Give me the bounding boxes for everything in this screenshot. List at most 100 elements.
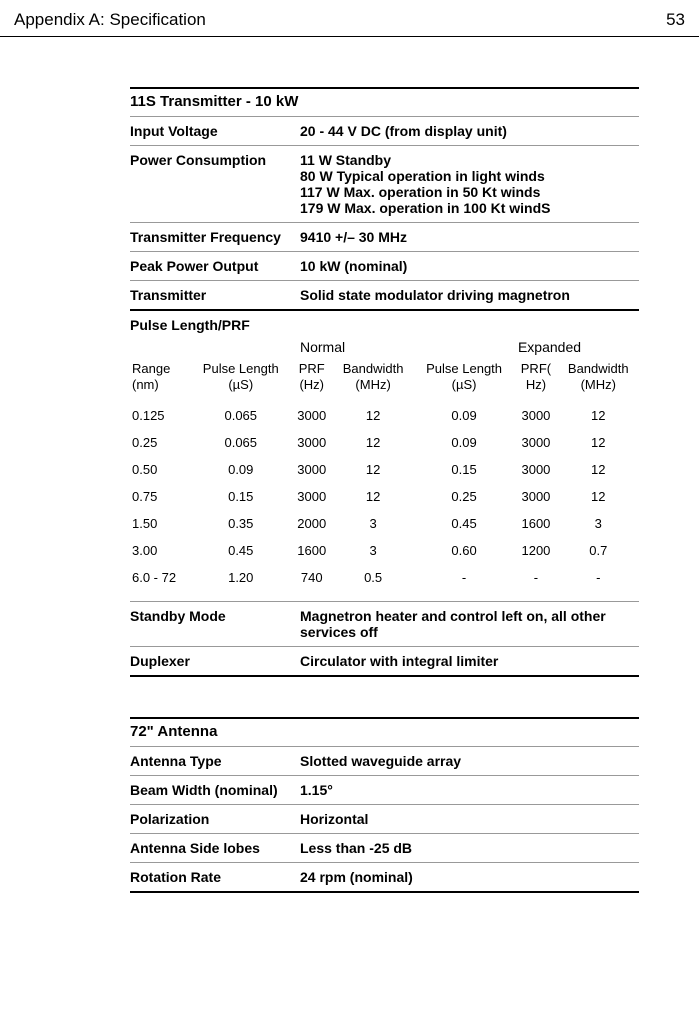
prf-row: 6.0 - 721.207400.5--- bbox=[130, 564, 639, 591]
transmitter-section: 11S Transmitter - 10 kW Input Voltage20 … bbox=[130, 87, 639, 677]
prf-cell: 1.50 bbox=[130, 510, 191, 537]
spec-row: Input Voltage20 - 44 V DC (from display … bbox=[130, 117, 639, 146]
spec-value-line: Horizontal bbox=[300, 811, 639, 827]
mode-headers: Normal Expanded bbox=[130, 339, 639, 355]
prf-row: 0.1250.0653000120.09300012 bbox=[130, 402, 639, 429]
spec-label: Antenna Side lobes bbox=[130, 840, 300, 856]
prf-cell: 3000 bbox=[291, 456, 332, 483]
transmitter-title: 11S Transmitter - 10 kW bbox=[130, 87, 639, 117]
spec-value-line: 24 rpm (nominal) bbox=[300, 869, 639, 885]
spec-label: Input Voltage bbox=[130, 123, 300, 139]
spec-row: Beam Width (nominal)1.15° bbox=[130, 776, 639, 805]
prf-cell: 12 bbox=[558, 456, 639, 483]
spec-value: Horizontal bbox=[300, 811, 639, 827]
spec-value-line: 10 kW (nominal) bbox=[300, 258, 639, 274]
prf-cell: 1200 bbox=[514, 537, 557, 564]
spec-value-line: Solid state modulator driving magnetron bbox=[300, 287, 639, 303]
prf-cell: 3000 bbox=[514, 456, 557, 483]
spec-value: Less than -25 dB bbox=[300, 840, 639, 856]
prf-cell: 3000 bbox=[514, 429, 557, 456]
spec-value: 1.15° bbox=[300, 782, 639, 798]
spec-label: Power Consumption bbox=[130, 152, 300, 216]
spec-value-line: Circulator with integral limiter bbox=[300, 653, 639, 669]
prf-cell: 3 bbox=[332, 537, 413, 564]
spec-label: Peak Power Output bbox=[130, 258, 300, 274]
prf-cell: 0.60 bbox=[414, 537, 515, 564]
prf-cell: 0.5 bbox=[332, 564, 413, 591]
spec-label: Rotation Rate bbox=[130, 869, 300, 885]
prf-cell: 0.25 bbox=[414, 483, 515, 510]
spec-value: 11 W Standby80 W Typical operation in li… bbox=[300, 152, 639, 216]
prf-cell: 1.20 bbox=[191, 564, 292, 591]
prf-cell: 0.09 bbox=[414, 429, 515, 456]
mode-normal: Normal bbox=[300, 339, 460, 355]
prf-column-header: Bandwidth(MHz) bbox=[332, 361, 413, 402]
page-header: Appendix A: Specification 53 bbox=[0, 0, 699, 37]
prf-cell: 0.065 bbox=[191, 429, 292, 456]
prf-cell: 12 bbox=[558, 429, 639, 456]
spec-value: 20 - 44 V DC (from display unit) bbox=[300, 123, 639, 139]
spec-value: 10 kW (nominal) bbox=[300, 258, 639, 274]
prf-cell: 2000 bbox=[291, 510, 332, 537]
spec-label: Duplexer bbox=[130, 653, 300, 669]
prf-column-header: Bandwidth(MHz) bbox=[558, 361, 639, 402]
prf-cell: 0.09 bbox=[414, 402, 515, 429]
prf-cell: 3 bbox=[558, 510, 639, 537]
antenna-section: 72" Antenna Antenna TypeSlotted waveguid… bbox=[130, 717, 639, 893]
prf-table: Range(nm)Pulse Length(µS)PRF(Hz)Bandwidt… bbox=[130, 361, 639, 591]
spec-label: Antenna Type bbox=[130, 753, 300, 769]
prf-cell: 0.45 bbox=[414, 510, 515, 537]
spec-row: DuplexerCirculator with integral limiter bbox=[130, 647, 639, 677]
prf-cell: 0.7 bbox=[558, 537, 639, 564]
spec-label: Beam Width (nominal) bbox=[130, 782, 300, 798]
pulse-length-section: Pulse Length/PRF Normal Expanded Range(n… bbox=[130, 311, 639, 602]
prf-cell: 0.25 bbox=[130, 429, 191, 456]
prf-cell: 0.15 bbox=[414, 456, 515, 483]
spec-row: Peak Power Output10 kW (nominal) bbox=[130, 252, 639, 281]
prf-row: 1.500.35200030.4516003 bbox=[130, 510, 639, 537]
prf-cell: 3000 bbox=[514, 483, 557, 510]
spec-value-line: 20 - 44 V DC (from display unit) bbox=[300, 123, 639, 139]
spec-value: 24 rpm (nominal) bbox=[300, 869, 639, 885]
prf-cell: 1600 bbox=[514, 510, 557, 537]
page-number: 53 bbox=[666, 10, 685, 30]
prf-column-header: Range(nm) bbox=[130, 361, 191, 402]
prf-column-header: Pulse Length(µS) bbox=[191, 361, 292, 402]
mode-expanded: Expanded bbox=[460, 339, 639, 355]
prf-cell: 0.15 bbox=[191, 483, 292, 510]
prf-cell: 12 bbox=[332, 402, 413, 429]
prf-row: 3.000.45160030.6012000.7 bbox=[130, 537, 639, 564]
spec-label: Polarization bbox=[130, 811, 300, 827]
spec-row: Antenna TypeSlotted waveguide array bbox=[130, 747, 639, 776]
prf-row: 0.750.153000120.25300012 bbox=[130, 483, 639, 510]
prf-cell: 0.50 bbox=[130, 456, 191, 483]
spec-row: Power Consumption11 W Standby80 W Typica… bbox=[130, 146, 639, 223]
prf-column-header: PRF(Hz) bbox=[514, 361, 557, 402]
spec-value: Circulator with integral limiter bbox=[300, 653, 639, 669]
prf-cell: 1600 bbox=[291, 537, 332, 564]
prf-cell: 3000 bbox=[291, 483, 332, 510]
header-title: Appendix A: Specification bbox=[14, 10, 206, 30]
prf-cell: 3.00 bbox=[130, 537, 191, 564]
prf-cell: 0.35 bbox=[191, 510, 292, 537]
spec-value-line: 9410 +/– 30 MHz bbox=[300, 229, 639, 245]
spec-value: Slotted waveguide array bbox=[300, 753, 639, 769]
prf-cell: 0.09 bbox=[191, 456, 292, 483]
prf-row: 0.250.0653000120.09300012 bbox=[130, 429, 639, 456]
prf-cell: 3000 bbox=[514, 402, 557, 429]
spec-value-line: Slotted waveguide array bbox=[300, 753, 639, 769]
antenna-title: 72" Antenna bbox=[130, 717, 639, 747]
spec-row: TransmitterSolid state modulator driving… bbox=[130, 281, 639, 311]
spec-value-line: 117 W Max. operation in 50 Kt winds bbox=[300, 184, 639, 200]
spec-row: Rotation Rate24 rpm (nominal) bbox=[130, 863, 639, 893]
pulse-label: Pulse Length/PRF bbox=[130, 317, 639, 333]
prf-column-header: PRF(Hz) bbox=[291, 361, 332, 402]
prf-cell: 3 bbox=[332, 510, 413, 537]
spec-value-line: 179 W Max. operation in 100 Kt windS bbox=[300, 200, 639, 216]
prf-cell: 3000 bbox=[291, 429, 332, 456]
spec-row: PolarizationHorizontal bbox=[130, 805, 639, 834]
spec-value: Magnetron heater and control left on, al… bbox=[300, 608, 639, 640]
spec-value-line: 1.15° bbox=[300, 782, 639, 798]
prf-cell: - bbox=[514, 564, 557, 591]
spec-value-line: Less than -25 dB bbox=[300, 840, 639, 856]
